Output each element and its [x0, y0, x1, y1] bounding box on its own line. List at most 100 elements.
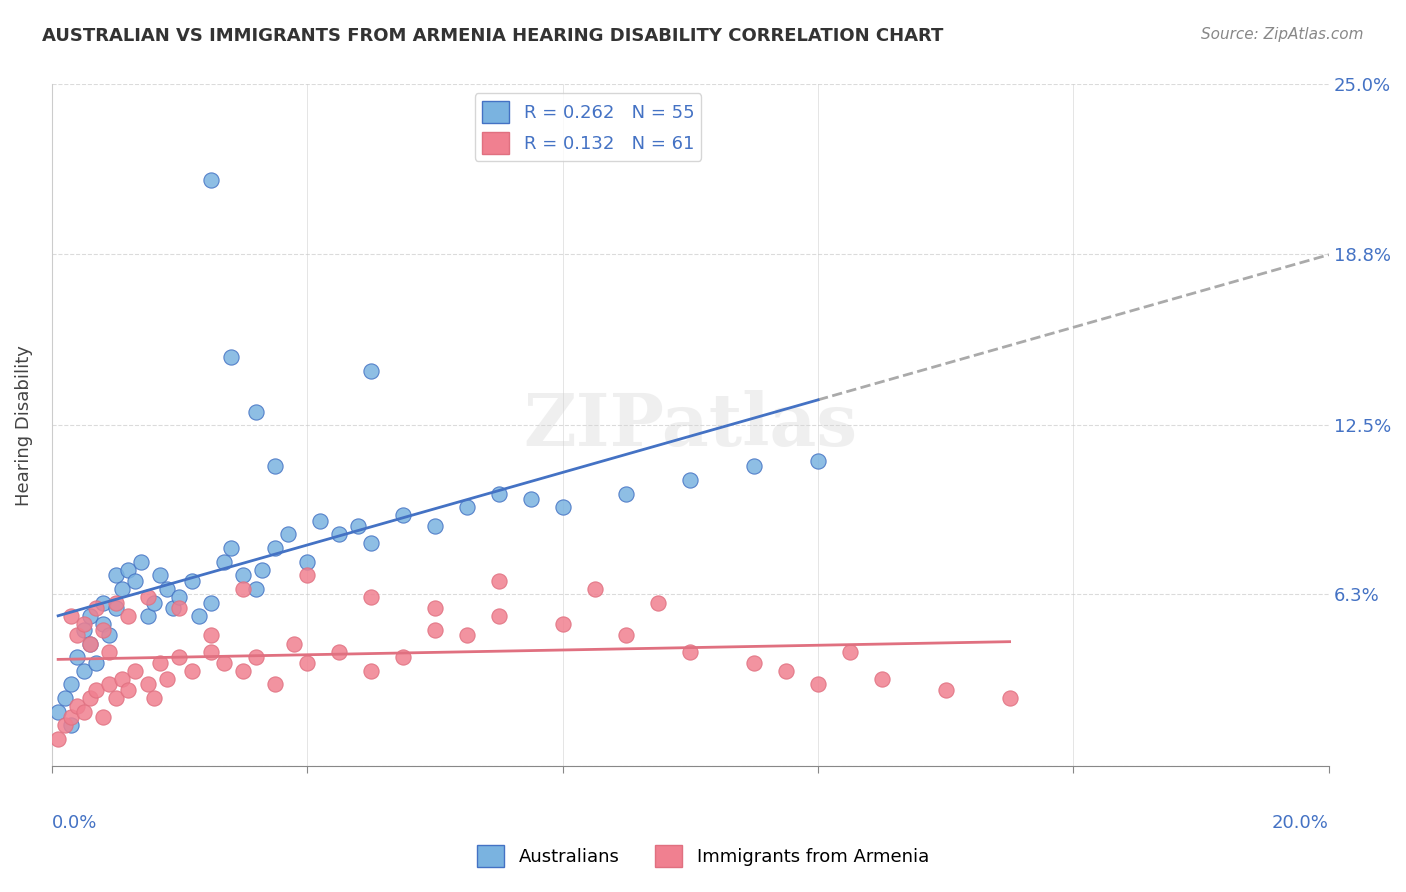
Point [232, 568, 254, 582]
Point [59, 609, 82, 624]
Point [91, 596, 114, 610]
Point [142, 596, 165, 610]
Point [616, 486, 638, 500]
Point [136, 609, 159, 624]
Point [360, 535, 382, 549]
Point [488, 609, 510, 624]
Point [392, 508, 415, 523]
Point [807, 454, 830, 468]
Point [252, 563, 274, 577]
Point [59, 710, 82, 724]
Text: ZIPatlas: ZIPatlas [523, 390, 858, 461]
Point [679, 645, 702, 659]
Point [149, 568, 172, 582]
Point [200, 645, 222, 659]
Point [117, 682, 139, 697]
Point [142, 691, 165, 706]
Point [98, 628, 121, 642]
Point [98, 645, 121, 659]
Point [117, 609, 139, 624]
Point [53, 718, 76, 732]
Point [73, 705, 96, 719]
Point [111, 582, 134, 596]
Point [91, 623, 114, 637]
Point [111, 672, 134, 686]
Point [583, 582, 606, 596]
Point [232, 664, 254, 678]
Point [519, 491, 541, 506]
Point [551, 500, 574, 515]
Point [156, 582, 179, 596]
Point [423, 601, 446, 615]
Point [232, 582, 254, 596]
Point [616, 628, 638, 642]
Point [245, 650, 267, 665]
Point [488, 486, 510, 500]
Point [264, 677, 287, 691]
Y-axis label: Hearing Disability: Hearing Disability [15, 345, 32, 506]
Point [488, 574, 510, 588]
Point [423, 519, 446, 533]
Point [309, 514, 332, 528]
Point [456, 500, 478, 515]
Text: 20.0%: 20.0% [1272, 814, 1329, 832]
Point [86, 601, 108, 615]
Point [91, 710, 114, 724]
Legend: Australians, Immigrants from Armenia: Australians, Immigrants from Armenia [470, 838, 936, 874]
Point [212, 656, 235, 670]
Point [104, 568, 127, 582]
Point [423, 623, 446, 637]
Point [187, 609, 209, 624]
Point [775, 664, 797, 678]
Point [79, 637, 101, 651]
Point [264, 459, 287, 474]
Point [79, 609, 101, 624]
Point [295, 568, 318, 582]
Text: Source: ZipAtlas.com: Source: ZipAtlas.com [1201, 27, 1364, 42]
Point [53, 691, 76, 706]
Point [169, 650, 191, 665]
Point [245, 405, 267, 419]
Point [839, 645, 862, 659]
Point [647, 596, 669, 610]
Point [136, 677, 159, 691]
Text: 0.0%: 0.0% [52, 814, 97, 832]
Point [295, 656, 318, 670]
Point [360, 664, 382, 678]
Point [245, 582, 267, 596]
Point [149, 656, 172, 670]
Point [212, 555, 235, 569]
Point [200, 596, 222, 610]
Point [200, 628, 222, 642]
Point [79, 691, 101, 706]
Point [456, 628, 478, 642]
Point [66, 650, 89, 665]
Point [124, 664, 146, 678]
Point [66, 628, 89, 642]
Point [392, 650, 415, 665]
Point [104, 601, 127, 615]
Point [264, 541, 287, 555]
Point [86, 656, 108, 670]
Point [551, 617, 574, 632]
Point [129, 555, 152, 569]
Point [328, 527, 350, 541]
Point [169, 591, 191, 605]
Point [46, 732, 69, 747]
Point [66, 699, 89, 714]
Point [998, 691, 1021, 706]
Point [79, 637, 101, 651]
Point [169, 601, 191, 615]
Point [98, 677, 121, 691]
Point [73, 664, 96, 678]
Point [181, 574, 204, 588]
Point [360, 364, 382, 378]
Point [104, 691, 127, 706]
Point [870, 672, 893, 686]
Point [219, 350, 242, 364]
Point [73, 623, 96, 637]
Point [91, 617, 114, 632]
Point [277, 527, 299, 541]
Point [200, 173, 222, 187]
Point [86, 682, 108, 697]
